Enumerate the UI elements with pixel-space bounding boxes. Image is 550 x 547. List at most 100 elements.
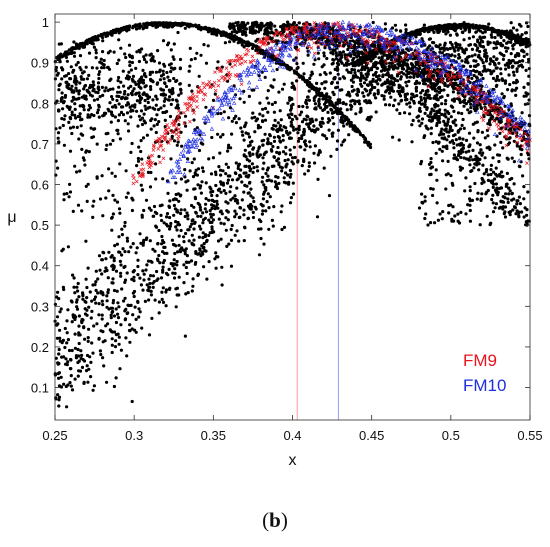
black-point bbox=[248, 140, 253, 144]
black-point bbox=[227, 25, 231, 29]
black-point bbox=[427, 37, 431, 41]
black-point bbox=[346, 90, 351, 94]
black-point bbox=[120, 253, 124, 257]
black-point bbox=[489, 168, 493, 172]
black-point bbox=[387, 91, 392, 95]
black-point bbox=[270, 102, 274, 106]
black-point bbox=[268, 195, 272, 199]
black-point bbox=[61, 338, 65, 342]
black-point bbox=[317, 104, 321, 108]
black-point bbox=[131, 313, 135, 317]
black-point bbox=[510, 191, 514, 195]
black-point bbox=[331, 104, 335, 108]
black-point bbox=[256, 51, 260, 55]
black-point bbox=[448, 23, 452, 27]
black-point bbox=[490, 35, 494, 39]
black-point bbox=[478, 50, 482, 54]
black-point bbox=[190, 233, 194, 237]
black-point bbox=[172, 276, 177, 280]
black-point bbox=[466, 108, 470, 112]
black-point bbox=[335, 139, 340, 143]
black-point bbox=[371, 53, 375, 57]
black-point bbox=[350, 104, 354, 109]
black-point bbox=[62, 117, 66, 121]
black-point bbox=[453, 54, 457, 58]
black-point bbox=[345, 108, 349, 112]
black-point bbox=[65, 192, 69, 196]
black-point bbox=[361, 51, 365, 56]
black-point bbox=[368, 80, 372, 84]
black-point bbox=[120, 105, 124, 109]
black-point bbox=[87, 73, 91, 77]
black-point bbox=[243, 148, 247, 152]
black-point bbox=[290, 117, 295, 122]
black-point bbox=[58, 328, 62, 332]
black-point bbox=[257, 145, 261, 149]
black-point bbox=[302, 127, 306, 131]
black-point bbox=[70, 131, 74, 136]
black-point bbox=[270, 30, 274, 34]
black-point bbox=[261, 143, 265, 147]
black-point bbox=[233, 209, 237, 213]
black-point bbox=[68, 107, 72, 111]
black-point bbox=[278, 124, 282, 128]
black-point bbox=[478, 143, 482, 147]
black-point bbox=[146, 100, 150, 105]
black-point bbox=[246, 175, 250, 179]
black-point bbox=[69, 374, 73, 378]
black-point bbox=[160, 218, 164, 223]
black-point bbox=[280, 204, 284, 208]
black-point bbox=[324, 80, 328, 84]
black-point bbox=[176, 250, 180, 254]
black-point bbox=[399, 29, 403, 33]
black-point bbox=[296, 131, 300, 135]
black-point bbox=[409, 96, 414, 100]
black-point bbox=[69, 384, 73, 388]
black-point bbox=[144, 21, 148, 25]
black-point bbox=[364, 58, 368, 62]
black-point bbox=[266, 174, 270, 178]
black-point bbox=[93, 295, 98, 299]
black-point bbox=[75, 305, 79, 309]
black-point bbox=[518, 59, 522, 64]
black-point bbox=[183, 114, 188, 118]
black-point bbox=[498, 120, 503, 124]
black-point bbox=[301, 61, 305, 65]
black-point bbox=[341, 101, 345, 106]
black-point bbox=[158, 204, 162, 208]
black-point bbox=[137, 114, 141, 118]
black-point bbox=[65, 84, 69, 88]
black-point bbox=[331, 52, 335, 56]
black-point bbox=[149, 274, 153, 278]
black-point bbox=[308, 121, 312, 125]
black-point bbox=[248, 154, 252, 158]
black-point bbox=[62, 355, 66, 359]
black-point bbox=[87, 150, 91, 154]
black-point bbox=[368, 91, 372, 95]
black-point bbox=[504, 49, 508, 53]
black-point bbox=[147, 333, 152, 337]
black-point bbox=[321, 108, 325, 112]
black-point bbox=[98, 349, 102, 353]
black-point bbox=[377, 77, 381, 81]
black-point bbox=[310, 129, 314, 133]
black-point bbox=[243, 164, 247, 168]
black-point bbox=[130, 399, 134, 404]
black-point bbox=[262, 138, 266, 142]
black-point bbox=[230, 119, 234, 123]
black-point bbox=[148, 239, 152, 243]
black-point bbox=[196, 252, 200, 256]
black-point bbox=[349, 71, 353, 75]
black-point bbox=[210, 198, 214, 202]
black-point bbox=[213, 207, 217, 211]
black-point bbox=[60, 91, 64, 95]
black-point bbox=[232, 84, 236, 88]
black-point bbox=[202, 265, 206, 269]
black-point bbox=[106, 288, 110, 292]
black-point bbox=[192, 205, 196, 209]
black-point bbox=[161, 270, 165, 274]
black-point bbox=[201, 221, 205, 225]
black-point bbox=[228, 106, 232, 110]
black-point bbox=[119, 110, 124, 114]
black-point bbox=[72, 285, 76, 289]
